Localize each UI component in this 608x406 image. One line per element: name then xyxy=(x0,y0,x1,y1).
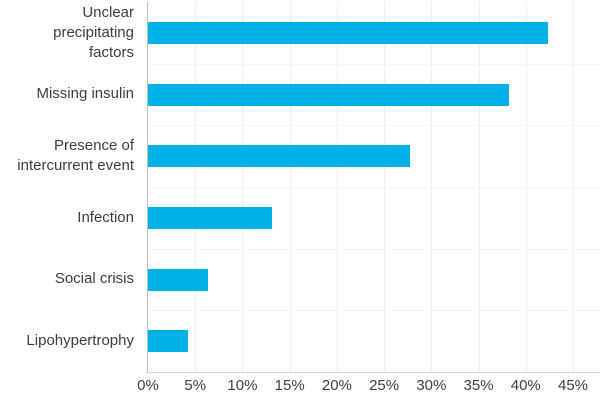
x-tick-label: 40% xyxy=(510,377,541,394)
x-tick-label: 35% xyxy=(463,377,494,394)
category-label: Infection xyxy=(0,187,140,249)
category-label-line: Infection xyxy=(77,208,134,226)
horizontal-gridline xyxy=(148,187,600,188)
horizontal-gridline xyxy=(148,310,600,311)
x-axis-line xyxy=(146,372,600,373)
x-tick-label: 5% xyxy=(184,377,207,394)
x-tick-label: 15% xyxy=(274,377,305,394)
plot-area xyxy=(148,2,600,372)
category-label: Social crisis xyxy=(0,249,140,311)
category-label: Missing insulin xyxy=(0,64,140,126)
category-label: Presence of intercurrent event xyxy=(0,125,140,187)
x-tick-label: 25% xyxy=(369,377,400,394)
bar-social-crisis xyxy=(148,268,208,291)
category-label-line: Lipohypertrophy xyxy=(26,332,134,350)
category-label-line: Social crisis xyxy=(54,270,134,288)
bar-lipohypertrophy xyxy=(148,330,188,353)
category-label-line: Missing insulin xyxy=(36,85,134,103)
x-tick-label: 45% xyxy=(557,377,589,394)
category-label-line: Unclear precipitating xyxy=(53,3,134,41)
x-axis-tick-labels: 0% 5% 10% 15% 20% 25% 30% 35% 40% 45% xyxy=(0,375,608,399)
y-axis-line xyxy=(147,2,148,372)
category-labels: Unclear precipitating factors Missing insu… xyxy=(0,2,140,372)
category-label-line: intercurrent event xyxy=(17,157,134,175)
x-tick-label: 20% xyxy=(321,377,352,394)
category-label: Lipohypertrophy xyxy=(0,310,140,372)
horizontal-gridline xyxy=(148,125,600,126)
bar-missing-insulin xyxy=(148,83,509,106)
category-label-line: Presence of xyxy=(53,137,134,155)
bar-unclear-precipitating-factors xyxy=(148,21,548,44)
bar-presence-of-intercurrent-event xyxy=(148,145,410,168)
x-tick-label: 10% xyxy=(227,377,258,394)
category-label-line: factors xyxy=(88,43,134,61)
x-tick-label: 0% xyxy=(137,377,159,394)
horizontal-gridline xyxy=(148,249,600,250)
category-label: Unclear precipitating factors xyxy=(0,2,140,64)
x-tick-label: 30% xyxy=(416,377,447,394)
horizontal-gridline xyxy=(148,64,600,65)
bar-infection xyxy=(148,206,272,229)
